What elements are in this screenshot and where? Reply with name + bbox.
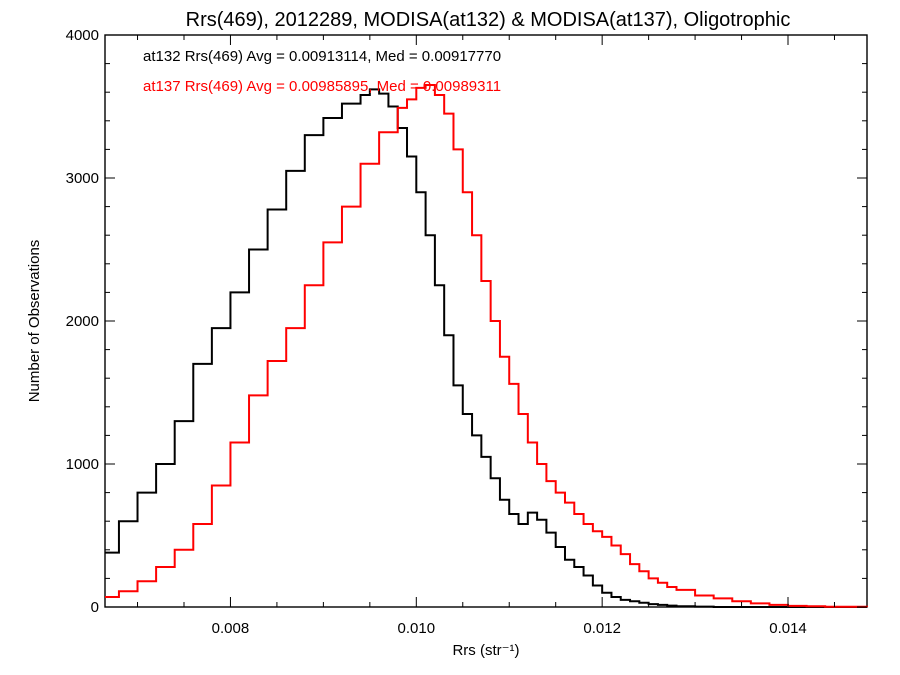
y-tick-label: 4000 <box>66 27 99 44</box>
y-axis: 0 1000 2000 3000 4000 <box>66 27 867 616</box>
x-tick-label: 0.012 <box>583 620 621 637</box>
x-axis-label: Rrs (str⁻¹) <box>452 642 519 659</box>
series-line-at137 <box>105 84 868 608</box>
y-tick-label: 1000 <box>66 456 99 473</box>
series-line-at132 <box>105 88 867 608</box>
x-tick-label: 0.008 <box>212 620 250 637</box>
legend-entry-at137: at137 Rrs(469) Avg = 0.00985895, Med = 0… <box>143 78 501 95</box>
x-axis: 0.008 0.010 0.012 0.014 <box>137 35 835 637</box>
y-tick-label: 2000 <box>66 313 99 330</box>
series-layer <box>105 84 868 608</box>
chart-title: Rrs(469), 2012289, MODISA(at132) & MODIS… <box>186 9 791 31</box>
y-tick-label: 0 <box>91 599 99 616</box>
y-tick-label: 3000 <box>66 170 99 187</box>
y-axis-label: Number of Observations <box>26 240 43 403</box>
x-tick-label: 0.010 <box>398 620 436 637</box>
legend-entry-at132: at132 Rrs(469) Avg = 0.00913114, Med = 0… <box>143 48 501 65</box>
plot-frame <box>104 34 868 608</box>
x-tick-label: 0.014 <box>769 620 807 637</box>
